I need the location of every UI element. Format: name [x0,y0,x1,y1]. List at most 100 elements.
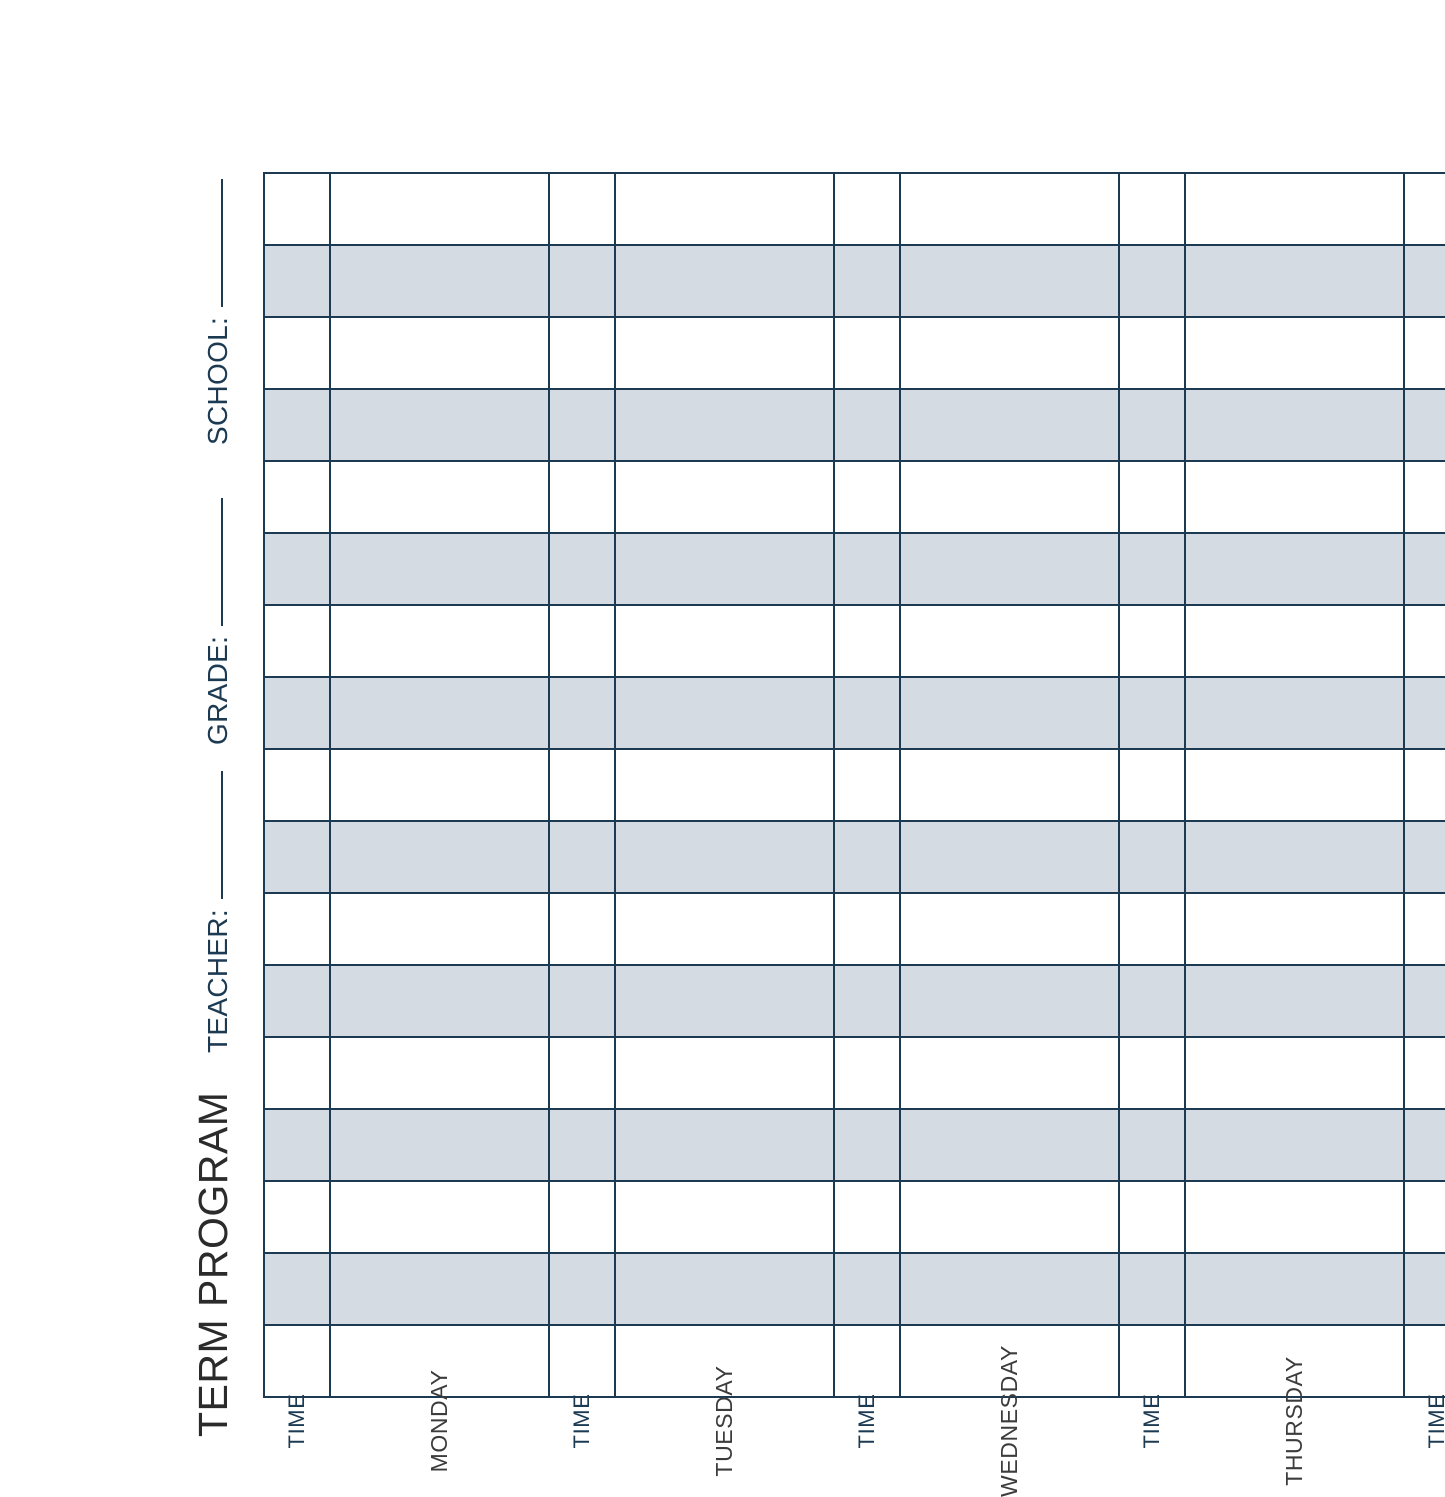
subject-cell[interactable] [330,461,549,533]
time-cell[interactable] [1119,317,1185,389]
subject-cell[interactable] [1185,461,1404,533]
subject-cell[interactable] [1185,605,1404,677]
time-cell[interactable] [264,1037,330,1109]
subject-cell[interactable] [1185,317,1404,389]
time-cell[interactable] [1119,1181,1185,1253]
subject-cell[interactable] [900,173,1119,245]
subject-cell[interactable] [615,389,834,461]
time-cell[interactable] [549,1109,615,1181]
subject-cell[interactable] [900,245,1119,317]
time-cell[interactable] [834,533,900,605]
subject-cell[interactable] [900,533,1119,605]
subject-cell[interactable] [615,1181,834,1253]
time-cell[interactable] [1119,245,1185,317]
subject-cell[interactable] [1185,1037,1404,1109]
time-cell[interactable] [834,749,900,821]
subject-cell[interactable] [1185,749,1404,821]
time-cell[interactable] [549,965,615,1037]
time-cell[interactable] [1404,317,1445,389]
subject-cell[interactable] [1185,677,1404,749]
time-cell[interactable] [264,1181,330,1253]
subject-cell[interactable] [1185,173,1404,245]
subject-cell[interactable] [615,749,834,821]
time-cell[interactable] [549,389,615,461]
subject-cell[interactable] [1185,965,1404,1037]
time-cell[interactable] [1119,1325,1185,1397]
time-cell[interactable] [1119,1253,1185,1325]
time-cell[interactable] [549,749,615,821]
time-cell[interactable] [834,173,900,245]
subject-cell[interactable] [615,1109,834,1181]
time-cell[interactable] [549,677,615,749]
time-cell[interactable] [264,1253,330,1325]
time-cell[interactable] [1404,1325,1445,1397]
time-cell[interactable] [549,1253,615,1325]
time-cell[interactable] [264,965,330,1037]
time-cell[interactable] [1404,1253,1445,1325]
subject-cell[interactable] [1185,1181,1404,1253]
time-cell[interactable] [549,605,615,677]
subject-cell[interactable] [615,533,834,605]
time-cell[interactable] [264,533,330,605]
subject-cell[interactable] [1185,389,1404,461]
time-cell[interactable] [834,1037,900,1109]
time-cell[interactable] [549,1181,615,1253]
time-cell[interactable] [1404,389,1445,461]
subject-cell[interactable] [330,173,549,245]
subject-cell[interactable] [330,677,549,749]
subject-cell[interactable] [615,1253,834,1325]
subject-cell[interactable] [900,317,1119,389]
subject-cell[interactable] [615,605,834,677]
time-cell[interactable] [1119,677,1185,749]
subject-cell[interactable] [900,1181,1119,1253]
subject-cell[interactable] [615,245,834,317]
subject-cell[interactable] [900,1037,1119,1109]
time-cell[interactable] [1119,605,1185,677]
subject-cell[interactable] [900,389,1119,461]
time-cell[interactable] [549,893,615,965]
time-cell[interactable] [834,893,900,965]
time-cell[interactable] [549,173,615,245]
subject-cell[interactable] [900,461,1119,533]
subject-cell[interactable] [615,173,834,245]
subject-cell[interactable] [330,605,549,677]
time-cell[interactable] [1119,893,1185,965]
subject-cell[interactable] [330,317,549,389]
subject-cell[interactable] [615,461,834,533]
time-cell[interactable] [834,317,900,389]
subject-cell[interactable] [900,749,1119,821]
subject-cell[interactable] [330,1109,549,1181]
time-cell[interactable] [1119,965,1185,1037]
subject-cell[interactable] [615,677,834,749]
time-cell[interactable] [834,1325,900,1397]
time-cell[interactable] [264,749,330,821]
time-cell[interactable] [1404,749,1445,821]
time-cell[interactable] [264,317,330,389]
subject-cell[interactable] [330,965,549,1037]
time-cell[interactable] [264,821,330,893]
subject-cell[interactable] [330,1181,549,1253]
time-cell[interactable] [1119,749,1185,821]
subject-cell[interactable] [900,677,1119,749]
time-cell[interactable] [264,461,330,533]
subject-cell[interactable] [900,821,1119,893]
subject-cell[interactable] [1185,893,1404,965]
time-cell[interactable] [1119,173,1185,245]
time-cell[interactable] [549,245,615,317]
subject-cell[interactable] [615,821,834,893]
field-teacher[interactable]: TEACHER: [202,771,236,1053]
subject-cell[interactable] [330,533,549,605]
subject-cell[interactable] [330,821,549,893]
time-cell[interactable] [264,1325,330,1397]
time-cell[interactable] [264,893,330,965]
time-cell[interactable] [834,1181,900,1253]
subject-cell[interactable] [1185,533,1404,605]
field-school-rule[interactable] [221,178,223,307]
field-grade-rule[interactable] [221,497,223,626]
time-cell[interactable] [834,677,900,749]
time-cell[interactable] [264,605,330,677]
time-cell[interactable] [1119,461,1185,533]
subject-cell[interactable] [330,389,549,461]
subject-cell[interactable] [330,749,549,821]
time-cell[interactable] [549,1325,615,1397]
